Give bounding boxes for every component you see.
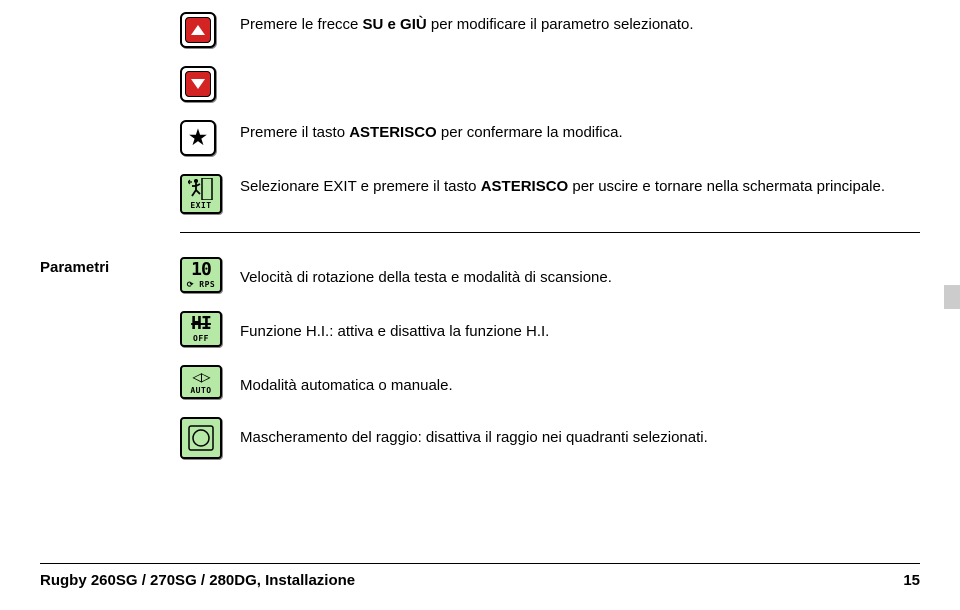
hi-icon: HI OFF <box>180 311 222 347</box>
rps-icon: 10 ⟳ RPS <box>180 257 222 293</box>
hi-text: Funzione H.I.: attiva e disattiva la fun… <box>240 311 920 344</box>
section-label: Parametri <box>40 257 180 280</box>
mask-circle-icon <box>187 424 215 452</box>
arrow-down-icon <box>185 71 211 97</box>
footer-page-number: 15 <box>903 570 920 593</box>
mask-icon <box>180 417 222 459</box>
section-divider <box>180 232 920 233</box>
exit-running-icon <box>188 178 214 200</box>
exit-label: EXIT <box>190 202 211 210</box>
asterisk-icon: ★ <box>189 123 207 153</box>
exit-icon-button: EXIT <box>180 174 222 214</box>
auto-icon: ◁▷ AUTO <box>180 365 222 399</box>
arrows-instruction: Premere le frecce SU e GIÙ per modificar… <box>240 12 920 37</box>
page-tab-marker <box>944 285 960 309</box>
asterisk-button: ★ <box>180 120 216 156</box>
asterisk-instruction: Premere il tasto ASTERISCO per confermar… <box>240 120 920 145</box>
mask-text: Mascheramento del raggio: disattiva il r… <box>240 417 920 450</box>
auto-text: Modalità automatica o manuale. <box>240 365 920 398</box>
arrow-up-icon <box>185 17 211 43</box>
rps-text: Velocità di rotazione della testa e moda… <box>240 257 920 290</box>
footer-title: Rugby 260SG / 270SG / 280DG, Installazio… <box>40 570 355 593</box>
arrow-up-button <box>180 12 216 48</box>
arrow-down-button <box>180 66 216 102</box>
auto-symbol: ◁▷ <box>192 369 209 385</box>
page-footer: Rugby 260SG / 270SG / 280DG, Installazio… <box>40 563 920 593</box>
exit-instruction: Selezionare EXIT e premere il tasto ASTE… <box>240 174 920 199</box>
